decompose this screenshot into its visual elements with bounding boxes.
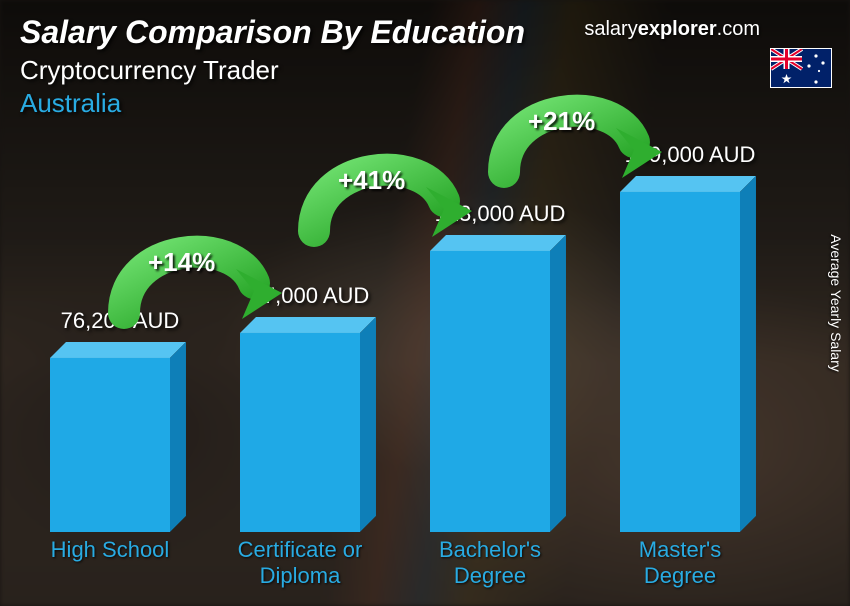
delta-arrow-group: +21% — [484, 82, 664, 207]
bar — [620, 192, 740, 532]
delta-label: +41% — [338, 165, 405, 196]
bar — [240, 333, 360, 532]
bar-category-label: Certificate orDiploma — [210, 537, 390, 588]
chart-title: Salary Comparison By Education — [20, 14, 525, 51]
bar-chart: 76,200 AUDHigh School 87,000 AUDCertific… — [30, 130, 810, 588]
delta-label: +14% — [148, 247, 215, 278]
bar-front — [240, 333, 360, 532]
chart-subtitle: Cryptocurrency Trader — [20, 55, 525, 86]
brand-suffix: .com — [717, 18, 760, 40]
bar-category-label: High School — [20, 537, 200, 588]
y-axis-label: Average Yearly Salary — [828, 234, 844, 372]
chart-country: Australia — [20, 88, 525, 119]
bar-category-label: Master'sDegree — [590, 537, 770, 588]
delta-arrow-group: +14% — [104, 223, 284, 348]
delta-label: +21% — [528, 106, 595, 137]
brand-bold: explorer — [638, 18, 717, 40]
bar-side — [550, 235, 566, 532]
watermark-brand: salaryexplorer.com — [584, 18, 760, 41]
bar — [430, 251, 550, 532]
bar-side — [740, 176, 756, 532]
infographic-stage: Salary Comparison By Education Cryptocur… — [0, 0, 850, 606]
australia-flag-icon — [770, 48, 832, 88]
bar-front — [430, 251, 550, 532]
increase-arrow-icon — [484, 82, 664, 202]
bar-front — [50, 358, 170, 532]
bar-side — [170, 342, 186, 532]
bar-category-label: Bachelor'sDegree — [400, 537, 580, 588]
brand-prefix: salary — [584, 18, 637, 40]
increase-arrow-icon — [294, 141, 474, 261]
delta-arrow-group: +41% — [294, 141, 474, 266]
bar — [50, 358, 170, 532]
title-block: Salary Comparison By Education Cryptocur… — [20, 14, 525, 119]
increase-arrow-icon — [104, 223, 284, 343]
bar-front — [620, 192, 740, 532]
bar-side — [360, 317, 376, 532]
